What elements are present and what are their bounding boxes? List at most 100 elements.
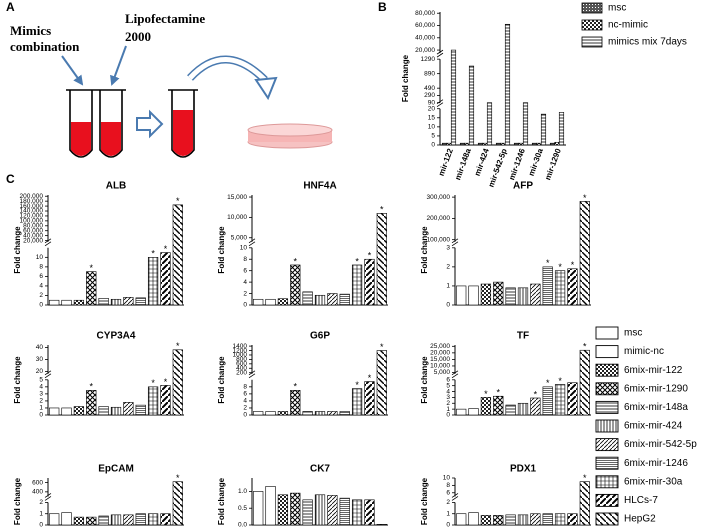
bar bbox=[147, 513, 159, 526]
significance-mark: * bbox=[164, 244, 168, 254]
axis-break bbox=[451, 238, 459, 247]
bar bbox=[314, 494, 326, 526]
x-tick-label: mir-542-5p bbox=[487, 147, 509, 188]
y-tick-label: 10,000 bbox=[227, 214, 247, 221]
y-tick-label: 0 bbox=[39, 522, 43, 529]
bar bbox=[265, 298, 276, 306]
bar bbox=[505, 514, 516, 526]
bar bbox=[567, 268, 578, 306]
y-tick-label: 290 bbox=[424, 92, 435, 99]
significance-mark: * bbox=[583, 342, 587, 352]
y-tick-label: 1 bbox=[446, 283, 450, 290]
bar bbox=[376, 524, 387, 526]
legend-label: 6mix-mir-122 bbox=[624, 365, 683, 376]
y-axis-label: Fold change bbox=[13, 477, 22, 525]
y-tick-label: 8 bbox=[39, 264, 43, 271]
bar bbox=[290, 492, 301, 526]
bar bbox=[486, 102, 493, 146]
bar bbox=[364, 499, 375, 526]
y-tick-label: 0 bbox=[243, 302, 247, 309]
diagram: Mimics combination Lipofectamine 2000 bbox=[10, 11, 333, 158]
legend-swatch bbox=[595, 326, 619, 340]
bar bbox=[327, 411, 338, 416]
y-tick-label: 0 bbox=[431, 142, 435, 149]
y-tick-label: 80,000 bbox=[23, 223, 43, 230]
significance-mark: * bbox=[90, 382, 94, 392]
legend-swatch bbox=[595, 475, 619, 489]
panel-label: B bbox=[378, 0, 387, 14]
legend-swatch bbox=[595, 345, 619, 359]
y-tick-label: 5 bbox=[39, 377, 43, 384]
y-tick-label: 300,000 bbox=[427, 194, 451, 201]
bar bbox=[468, 65, 475, 146]
bar bbox=[530, 397, 541, 416]
y-tick-label: 10,000 bbox=[430, 363, 450, 370]
panel-label: A bbox=[6, 0, 15, 14]
bar bbox=[542, 386, 553, 416]
y-tick-label: 1400 bbox=[233, 343, 248, 350]
bar bbox=[86, 390, 97, 416]
bar bbox=[456, 408, 467, 416]
bar bbox=[49, 513, 60, 526]
bar bbox=[61, 407, 72, 416]
bar bbox=[49, 407, 60, 416]
bar bbox=[376, 350, 387, 416]
y-axis-label: Fold change bbox=[13, 356, 22, 404]
legend-label: 6mix-mir-1290 bbox=[624, 383, 688, 394]
bar bbox=[554, 384, 566, 416]
y-tick-label: 160,000 bbox=[20, 203, 44, 210]
bar bbox=[480, 515, 492, 526]
bar bbox=[123, 402, 134, 416]
bar bbox=[579, 201, 590, 306]
y-tick-label: 5 bbox=[431, 133, 435, 140]
x-tick-label: mir-122 bbox=[437, 147, 455, 177]
y-tick-label: 10 bbox=[36, 254, 44, 261]
y-tick-label: 20,000 bbox=[430, 350, 450, 357]
bar bbox=[504, 23, 511, 146]
axis-break bbox=[44, 370, 52, 379]
diagram-label: Mimics bbox=[10, 23, 51, 38]
significance-mark: * bbox=[380, 205, 384, 215]
bar bbox=[73, 406, 85, 416]
y-axis-label: Fold change bbox=[420, 477, 429, 525]
chart-title: HNF4A bbox=[303, 181, 336, 192]
bar bbox=[530, 513, 541, 526]
y-tick-label: 1 bbox=[446, 406, 450, 413]
bar bbox=[123, 297, 134, 306]
bar bbox=[110, 406, 122, 416]
bar bbox=[327, 293, 338, 306]
bar bbox=[517, 402, 529, 416]
y-tick-label: 100,000 bbox=[20, 218, 44, 225]
bar bbox=[160, 385, 171, 416]
axis-break bbox=[248, 238, 256, 247]
significance-mark: * bbox=[368, 373, 372, 383]
y-tick-label: 1000 bbox=[233, 352, 248, 359]
bar bbox=[493, 515, 504, 526]
significance-mark: * bbox=[151, 378, 155, 388]
bar bbox=[110, 298, 122, 306]
legend-swatch bbox=[581, 36, 603, 48]
bar bbox=[98, 298, 109, 306]
bar bbox=[558, 112, 565, 146]
y-tick-label: 10 bbox=[443, 475, 451, 482]
y-tick-label: 0 bbox=[446, 412, 450, 419]
bar bbox=[480, 397, 492, 416]
bar bbox=[339, 411, 350, 416]
legend-swatch bbox=[595, 512, 619, 526]
bar bbox=[500, 142, 506, 146]
significance-mark: * bbox=[294, 382, 298, 392]
bar bbox=[554, 141, 560, 146]
y-tick-label: 6 bbox=[243, 391, 247, 398]
y-tick-label: 5 bbox=[446, 382, 450, 389]
legend-swatch bbox=[595, 493, 619, 507]
legend-label: 6mix-mir-424 bbox=[624, 421, 683, 432]
y-tick-label: 490 bbox=[424, 85, 435, 92]
bar bbox=[302, 291, 313, 306]
bar bbox=[135, 297, 146, 306]
y-tick-label: 6 bbox=[39, 273, 43, 280]
x-tick-label: mir-148a bbox=[453, 147, 473, 182]
significance-mark: * bbox=[151, 249, 155, 259]
y-tick-label: 8 bbox=[243, 384, 247, 391]
legend-label: 6mix-mir-148a bbox=[624, 402, 688, 413]
